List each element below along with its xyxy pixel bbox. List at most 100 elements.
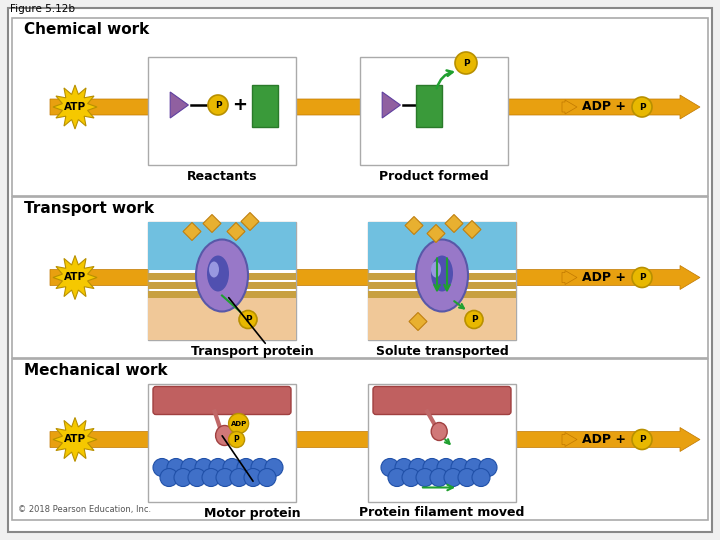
Circle shape bbox=[632, 429, 652, 449]
Circle shape bbox=[239, 310, 257, 328]
Circle shape bbox=[167, 458, 185, 476]
Circle shape bbox=[258, 469, 276, 487]
Circle shape bbox=[181, 458, 199, 476]
FancyBboxPatch shape bbox=[368, 298, 516, 340]
Circle shape bbox=[237, 458, 255, 476]
FancyArrowPatch shape bbox=[445, 439, 449, 444]
Circle shape bbox=[208, 95, 228, 115]
Text: Transport protein: Transport protein bbox=[191, 345, 313, 357]
Text: Transport work: Transport work bbox=[24, 201, 154, 216]
FancyArrowPatch shape bbox=[444, 258, 450, 291]
Text: Reactants: Reactants bbox=[186, 170, 257, 183]
Circle shape bbox=[153, 458, 171, 476]
Circle shape bbox=[388, 469, 406, 487]
Text: Protein filament moved: Protein filament moved bbox=[359, 507, 525, 519]
Text: P: P bbox=[234, 435, 240, 444]
FancyArrow shape bbox=[50, 428, 700, 451]
Circle shape bbox=[458, 469, 476, 487]
Polygon shape bbox=[227, 222, 245, 240]
Circle shape bbox=[451, 458, 469, 476]
Text: Motor protein: Motor protein bbox=[204, 507, 300, 519]
Circle shape bbox=[416, 469, 434, 487]
FancyBboxPatch shape bbox=[252, 85, 278, 127]
FancyArrow shape bbox=[562, 271, 577, 285]
Ellipse shape bbox=[215, 426, 233, 446]
Circle shape bbox=[195, 458, 213, 476]
Text: P: P bbox=[639, 273, 645, 282]
Polygon shape bbox=[405, 217, 423, 234]
FancyArrowPatch shape bbox=[437, 70, 453, 89]
Circle shape bbox=[223, 458, 241, 476]
Circle shape bbox=[229, 431, 245, 448]
Circle shape bbox=[465, 458, 483, 476]
Polygon shape bbox=[445, 214, 463, 233]
Polygon shape bbox=[53, 85, 97, 129]
Text: ATP: ATP bbox=[64, 435, 86, 444]
Circle shape bbox=[229, 414, 248, 434]
FancyBboxPatch shape bbox=[368, 221, 516, 340]
Circle shape bbox=[381, 458, 399, 476]
Ellipse shape bbox=[416, 240, 468, 312]
Circle shape bbox=[479, 458, 497, 476]
FancyBboxPatch shape bbox=[12, 18, 708, 196]
Text: P: P bbox=[471, 315, 477, 324]
Circle shape bbox=[174, 469, 192, 487]
Ellipse shape bbox=[431, 422, 447, 441]
FancyBboxPatch shape bbox=[153, 387, 291, 415]
Circle shape bbox=[265, 458, 283, 476]
Ellipse shape bbox=[207, 255, 229, 292]
Text: P: P bbox=[215, 100, 221, 110]
Text: Solute transported: Solute transported bbox=[376, 345, 508, 357]
Polygon shape bbox=[53, 255, 97, 300]
Circle shape bbox=[472, 469, 490, 487]
Text: ADP +: ADP + bbox=[582, 271, 631, 284]
FancyBboxPatch shape bbox=[368, 273, 516, 280]
Circle shape bbox=[202, 469, 220, 487]
FancyBboxPatch shape bbox=[368, 221, 516, 269]
FancyArrow shape bbox=[50, 95, 700, 119]
Polygon shape bbox=[183, 222, 201, 240]
FancyBboxPatch shape bbox=[368, 383, 516, 502]
Circle shape bbox=[409, 458, 427, 476]
FancyBboxPatch shape bbox=[148, 273, 296, 280]
Ellipse shape bbox=[431, 255, 453, 292]
Text: ADP: ADP bbox=[230, 421, 247, 427]
Text: +: + bbox=[233, 96, 248, 114]
Text: Figure 5.12b: Figure 5.12b bbox=[10, 4, 75, 14]
Circle shape bbox=[230, 469, 248, 487]
Circle shape bbox=[632, 267, 652, 287]
Circle shape bbox=[465, 310, 483, 328]
FancyBboxPatch shape bbox=[368, 281, 516, 288]
FancyBboxPatch shape bbox=[416, 85, 442, 127]
Circle shape bbox=[402, 469, 420, 487]
FancyBboxPatch shape bbox=[8, 8, 712, 532]
Text: P: P bbox=[245, 315, 251, 324]
FancyBboxPatch shape bbox=[148, 221, 296, 269]
Ellipse shape bbox=[209, 261, 219, 278]
FancyBboxPatch shape bbox=[148, 383, 296, 502]
Circle shape bbox=[160, 469, 178, 487]
Text: ADP +: ADP + bbox=[582, 100, 631, 113]
Circle shape bbox=[632, 97, 652, 117]
FancyBboxPatch shape bbox=[368, 291, 516, 298]
FancyBboxPatch shape bbox=[12, 197, 708, 358]
FancyBboxPatch shape bbox=[373, 387, 511, 415]
Circle shape bbox=[444, 469, 462, 487]
Circle shape bbox=[395, 458, 413, 476]
FancyBboxPatch shape bbox=[148, 57, 296, 165]
Circle shape bbox=[216, 469, 234, 487]
Polygon shape bbox=[241, 213, 259, 231]
FancyBboxPatch shape bbox=[148, 221, 296, 340]
FancyBboxPatch shape bbox=[148, 298, 296, 340]
Polygon shape bbox=[170, 92, 189, 118]
FancyArrow shape bbox=[562, 433, 577, 447]
Circle shape bbox=[251, 458, 269, 476]
FancyArrow shape bbox=[562, 100, 577, 114]
Circle shape bbox=[455, 52, 477, 74]
Polygon shape bbox=[382, 92, 400, 118]
FancyArrowPatch shape bbox=[454, 301, 464, 308]
FancyArrowPatch shape bbox=[434, 258, 440, 291]
FancyBboxPatch shape bbox=[12, 359, 708, 520]
Text: P: P bbox=[639, 435, 645, 444]
Polygon shape bbox=[427, 225, 445, 242]
